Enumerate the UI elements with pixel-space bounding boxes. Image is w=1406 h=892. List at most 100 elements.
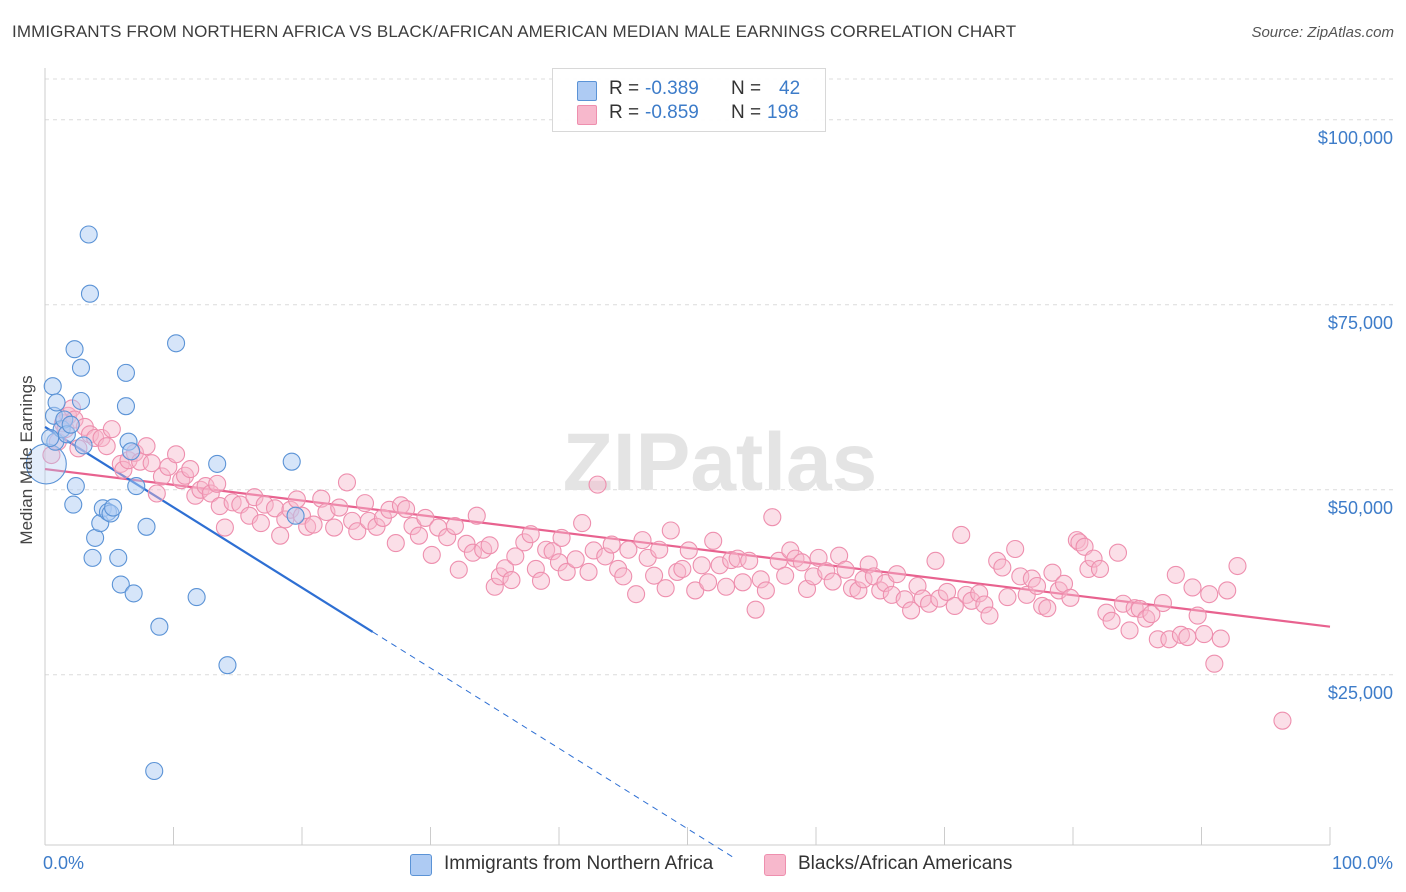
chart-title: IMMIGRANTS FROM NORTHERN AFRICA VS BLACK… (12, 22, 1017, 41)
pink-data-point (416, 508, 435, 527)
blue-data-point (218, 656, 237, 675)
pink-data-point (1067, 531, 1086, 550)
pink-data-point (1130, 599, 1149, 618)
pink-data-point (692, 556, 711, 575)
n-value: 198 (767, 102, 799, 123)
blue-data-point (65, 340, 84, 359)
blue-data-point (79, 225, 98, 244)
legend-label: Immigrants from Northern Africa (444, 853, 714, 874)
y-axis-label: Median Male Earnings (17, 375, 36, 544)
pink-data-point (1114, 594, 1133, 613)
pink-data-point (602, 535, 621, 554)
pink-data-point (751, 570, 770, 589)
pink-data-point (722, 551, 741, 570)
pink-data-point (809, 548, 828, 567)
tick-labels: $25,000 $50,000 $75,000 $100,000 0.0% 100.0% (43, 128, 1393, 873)
data-points (25, 225, 1292, 781)
pink-data-point (849, 581, 868, 600)
pink-data-point (1200, 585, 1219, 604)
y-tick-label: $75,000 (1328, 313, 1393, 333)
blue-data-point (137, 517, 156, 536)
stats-row-blue: R = -0.389 N = 42 (553, 78, 825, 104)
pink-data-point (1228, 556, 1247, 576)
pink-data-point (251, 514, 270, 533)
pink-data-point (422, 545, 441, 564)
pink-data-point (495, 559, 515, 578)
pink-data-point (998, 588, 1017, 607)
pink-data-point (208, 474, 227, 493)
pink-data-point (1090, 559, 1110, 579)
pink-data-point (201, 484, 220, 503)
blue-data-point (127, 477, 146, 496)
source-label: Source: ZipAtlas.com (1251, 24, 1394, 41)
pink-data-point (1038, 599, 1057, 618)
pink-data-point (1273, 711, 1292, 730)
pink-data-point (1218, 581, 1237, 600)
blue-data-point (111, 575, 130, 594)
pink-data-point (668, 562, 687, 581)
blue-data-point (61, 415, 80, 434)
pink-data-point (588, 475, 607, 494)
pink-data-point (579, 562, 598, 581)
pink-data-point (1178, 628, 1197, 647)
pink-data-point (952, 525, 971, 544)
n-key: N = (731, 78, 762, 99)
pink-data-point (710, 556, 729, 575)
blue-data-point (80, 284, 100, 303)
pink-data-point (1006, 539, 1025, 559)
pink-data-point (817, 562, 836, 581)
pink-data-point (902, 601, 921, 620)
blue-data-point (167, 334, 186, 353)
pink-data-point (1205, 654, 1224, 673)
blue-data-point (122, 442, 141, 461)
pink-data-point (348, 522, 367, 541)
stats-row-pink: R = -0.859 N = 198 (553, 102, 825, 128)
blue-data-point (47, 393, 66, 412)
blue-swatch-icon (577, 81, 597, 101)
blue-data-point (124, 584, 143, 603)
blue-data-point (109, 548, 128, 567)
pink-data-point (167, 445, 186, 464)
pink-data-point (147, 484, 166, 503)
pink-swatch-icon (577, 105, 597, 125)
x-edge-label-right: 100.0% (1332, 853, 1393, 873)
pink-data-point (457, 534, 476, 553)
pink-data-point (526, 559, 545, 579)
pink-data-point (485, 577, 504, 596)
pink-data-point (792, 553, 811, 572)
pink-data-point (386, 534, 405, 553)
pink-data-point (325, 518, 344, 537)
pink-data-point (716, 577, 736, 596)
blue-data-point (43, 377, 62, 396)
pink-data-point (1166, 565, 1185, 584)
pink-data-point (403, 517, 422, 536)
chart-legend: Immigrants from Northern Africa Blacks/A… (0, 850, 1406, 880)
pink-data-point (823, 572, 842, 591)
x-edge-label-left: 0.0% (43, 853, 84, 873)
pink-data-point (1125, 599, 1144, 618)
r-key: R = (609, 102, 640, 123)
blue-data-point (208, 454, 227, 473)
pink-data-point (945, 596, 964, 616)
pink-data-point (1142, 605, 1161, 624)
pink-data-point (859, 555, 878, 574)
y-tick-label: $25,000 (1328, 683, 1393, 703)
pink-data-point (887, 565, 907, 584)
blue-data-point (71, 391, 91, 411)
pink-data-point (543, 542, 562, 561)
pink-data-point (661, 521, 680, 540)
pink-data-point (1017, 585, 1036, 604)
pink-data-point (926, 551, 945, 570)
r-value: -0.859 (645, 102, 699, 123)
pink-data-point (1183, 578, 1202, 597)
pink-data-point (255, 495, 274, 514)
watermark: ZIPatlas (563, 417, 877, 508)
pink-data-point (467, 506, 486, 525)
blue-data-point (66, 477, 85, 496)
pink-data-point (650, 540, 669, 559)
pink-data-point (245, 488, 264, 507)
pink-data-point (733, 573, 752, 592)
pink-data-point (102, 420, 121, 439)
legend-pink-swatch-icon (764, 854, 786, 876)
